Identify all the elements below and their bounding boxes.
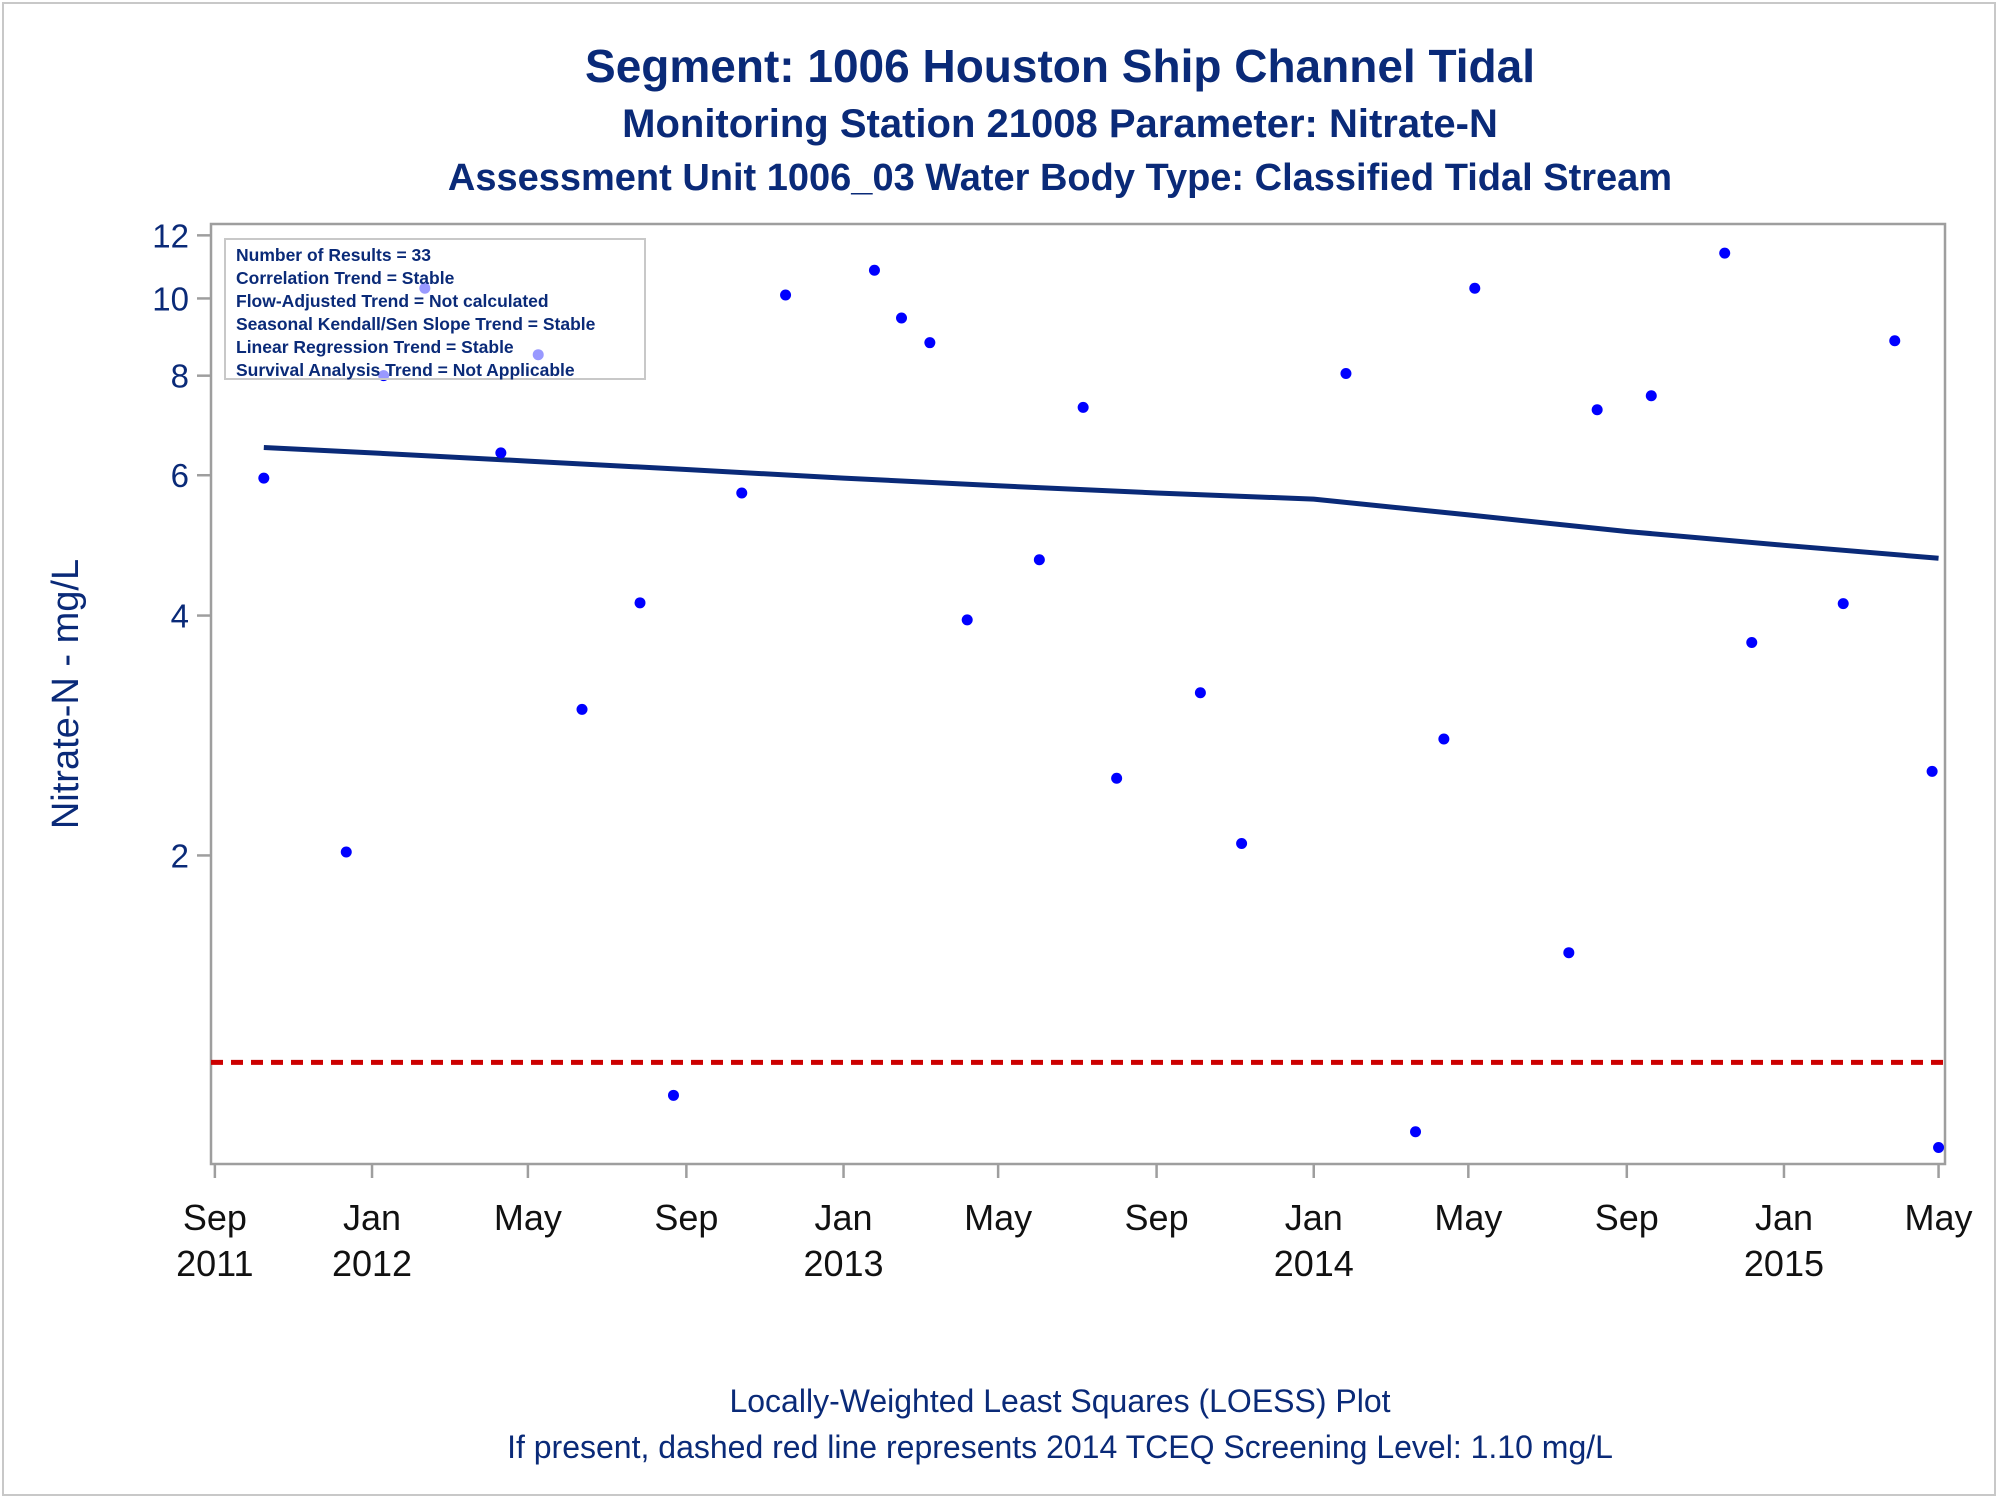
data-point (736, 487, 748, 499)
x-tick-label-month: May (1905, 1197, 1973, 1238)
data-point (1645, 390, 1657, 402)
data-point (1563, 947, 1575, 959)
data-point (1077, 401, 1089, 413)
y-tick-label: 2 (171, 837, 189, 874)
footnote-loess: Locally-Weighted Least Squares (LOESS) P… (729, 1383, 1391, 1419)
data-point (576, 703, 588, 715)
x-tick-label-month: Jan (1755, 1197, 1813, 1238)
data-point (1469, 282, 1481, 294)
y-tick-label: 4 (171, 598, 189, 635)
x-tick-label-month: Jan (815, 1197, 873, 1238)
footnote-screening-level: If present, dashed red line represents 2… (507, 1429, 1613, 1465)
stat-survival-analysis-trend: Survival Analysis Trend = Not Applicable (236, 360, 575, 380)
x-tick-label-year: 2013 (803, 1243, 883, 1284)
data-point (1340, 368, 1352, 380)
y-tick-label: 8 (171, 358, 189, 395)
stat-number-of-results: Number of Results = 33 (236, 245, 431, 265)
x-tick-label-month: Sep (183, 1197, 247, 1238)
data-point (1033, 554, 1045, 566)
x-tick-label-month: Sep (654, 1197, 718, 1238)
x-tick-label-month: May (1434, 1197, 1502, 1238)
chart-footnotes: Locally-Weighted Least Squares (LOESS) P… (0, 1378, 2000, 1470)
x-tick-label-year: 2011 (176, 1243, 253, 1284)
data-point (1111, 772, 1123, 784)
data-point (1236, 838, 1248, 850)
data-point (780, 289, 792, 301)
x-tick-label-month: May (964, 1197, 1032, 1238)
y-tick-label: 12 (152, 217, 189, 254)
x-tick-label-month: Sep (1595, 1197, 1659, 1238)
x-tick-label-month: Sep (1125, 1197, 1189, 1238)
chart-subtitle-station: Monitoring Station 21008 Parameter: Nitr… (622, 102, 1498, 146)
chart-title: Segment: 1006 Houston Ship Channel Tidal (585, 40, 1535, 92)
data-point (1438, 733, 1450, 745)
data-point (258, 472, 270, 484)
data-point (1746, 637, 1758, 649)
stat-correlation-trend: Correlation Trend = Stable (236, 268, 455, 288)
chart-titles: Segment: 1006 Houston Ship Channel Tidal… (0, 36, 2000, 204)
x-tick-label-month: May (494, 1197, 562, 1238)
data-point (340, 846, 352, 858)
data-point (1194, 687, 1206, 699)
data-point (1926, 765, 1938, 777)
y-axis-label: Nitrate-N - mg/L (45, 559, 87, 829)
data-point (634, 597, 646, 609)
stat-linear-regression-trend: Linear Regression Trend = Stable (236, 337, 514, 357)
data-point (868, 264, 880, 276)
data-point (1933, 1142, 1945, 1154)
data-point (924, 337, 936, 349)
data-point (1410, 1126, 1422, 1138)
loess-trend-line (263, 445, 1939, 561)
data-point (1889, 335, 1901, 347)
data-point (896, 312, 908, 324)
y-tick-label: 6 (171, 457, 189, 494)
data-point (1591, 404, 1603, 416)
x-tick-label-month: Jan (1285, 1197, 1343, 1238)
x-tick-label-year: 2014 (1274, 1243, 1354, 1284)
x-tick-label-year: 2015 (1744, 1243, 1824, 1284)
x-tick-label-year: 2012 (332, 1243, 412, 1284)
stat-seasonal-kendall-trend: Seasonal Kendall/Sen Slope Trend = Stabl… (236, 314, 596, 334)
x-tick-label-month: Jan (343, 1197, 401, 1238)
plot-area-border (209, 222, 1947, 1166)
chart-subtitle-assessment: Assessment Unit 1006_03 Water Body Type:… (447, 157, 1673, 199)
data-point (495, 447, 507, 459)
data-point (1837, 598, 1849, 610)
y-tick-label: 10 (152, 280, 189, 317)
stat-flow-adjusted-trend: Flow-Adjusted Trend = Not calculated (236, 291, 549, 311)
data-point (667, 1089, 679, 1101)
trend-statistics-box: Number of Results = 33 Correlation Trend… (224, 238, 646, 380)
data-point (1719, 247, 1731, 259)
data-point (961, 614, 973, 626)
